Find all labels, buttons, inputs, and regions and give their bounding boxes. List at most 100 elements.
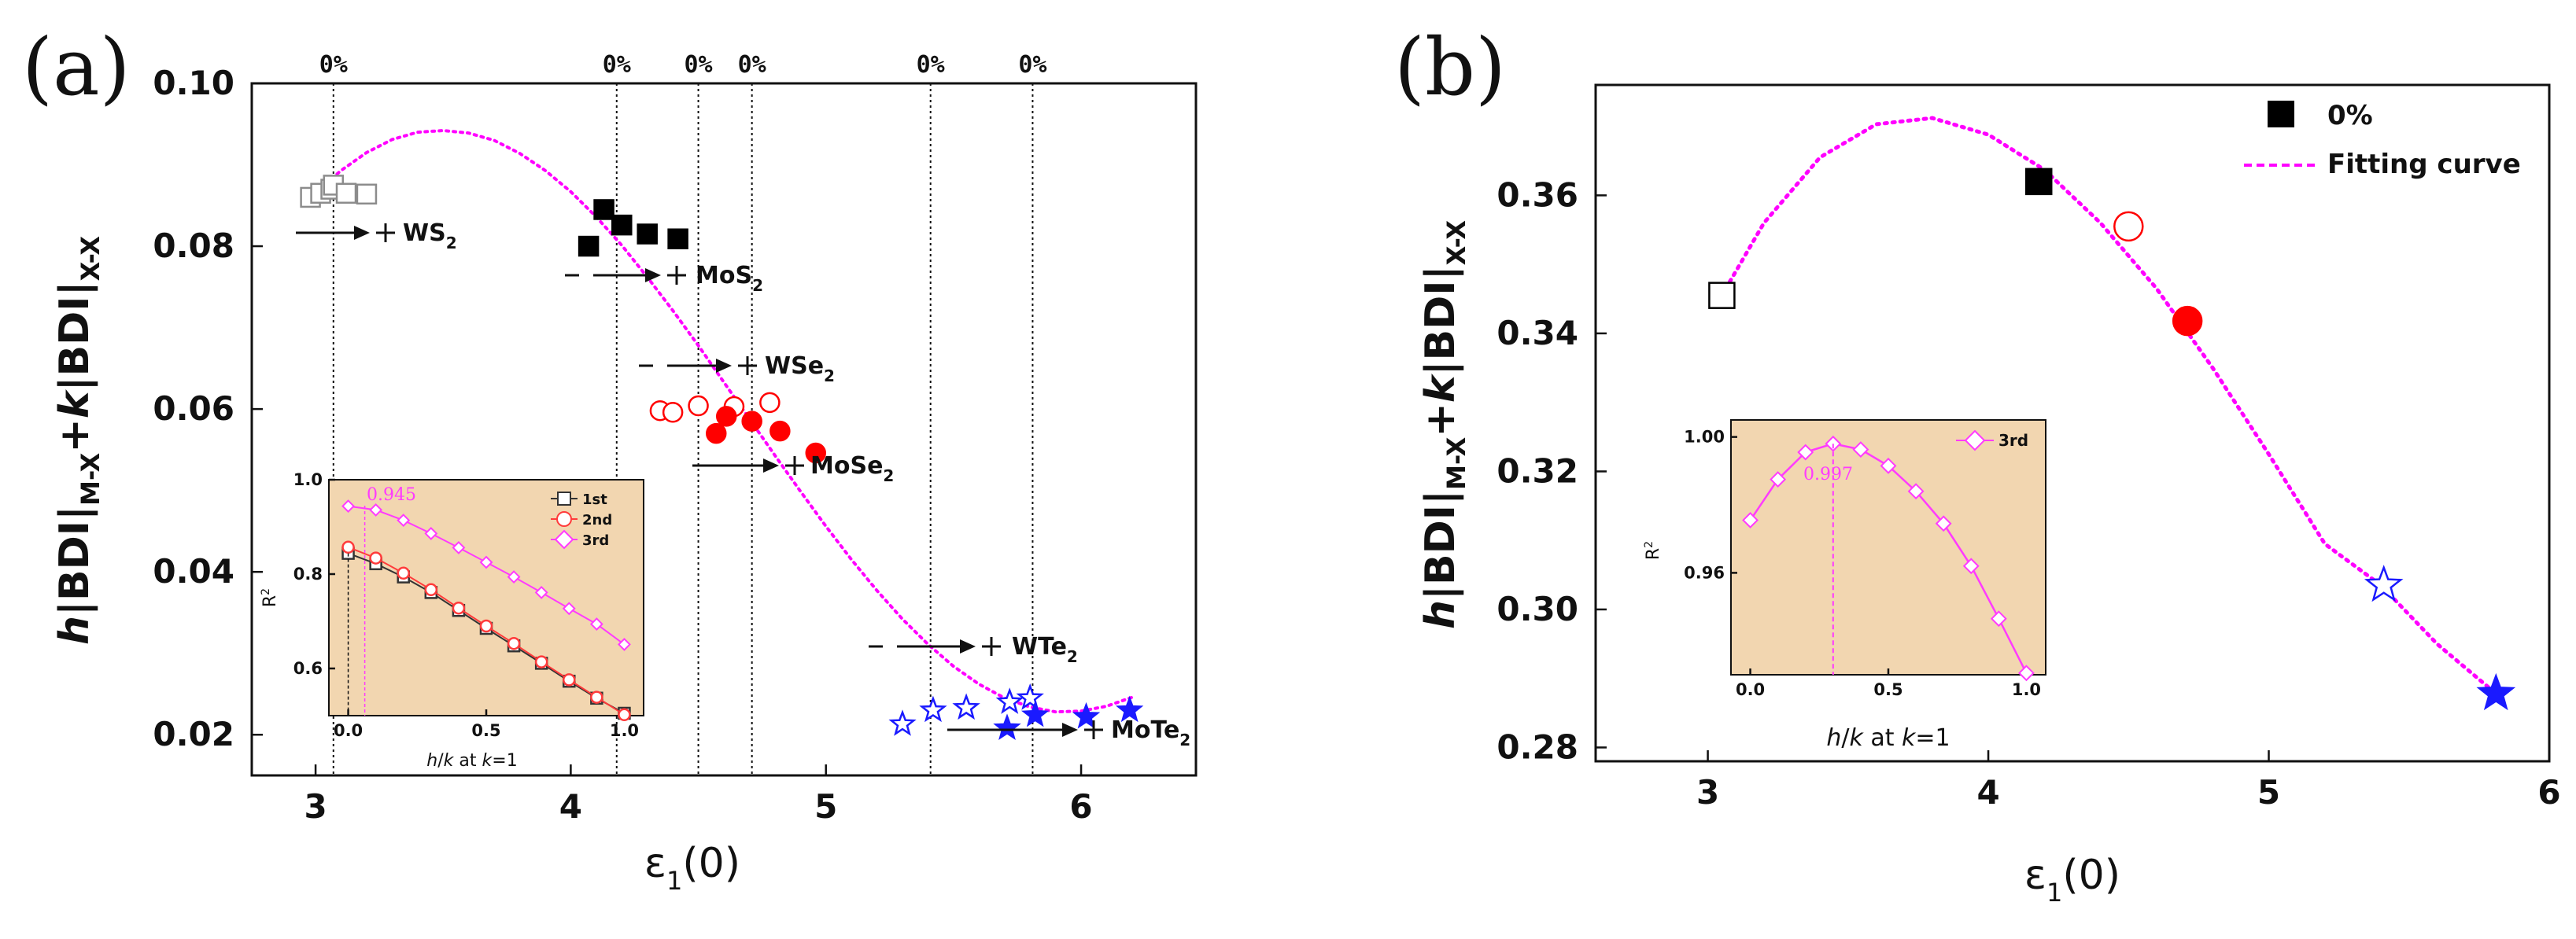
svg-text:MoSe2: MoSe2 <box>810 452 894 485</box>
y-tick-label: 0.04 <box>153 552 234 591</box>
y-tick-label: 0.28 <box>1497 727 1578 766</box>
inset-point <box>1907 483 1925 500</box>
data-point <box>706 422 727 444</box>
panel-a-markers <box>300 175 1144 740</box>
y-tick-label: 0.36 <box>1497 175 1578 214</box>
legend-label-0pct: 0% <box>2327 100 2373 131</box>
panel-b-legend: 0% Fitting curve <box>2244 100 2521 180</box>
inset-point <box>397 566 410 580</box>
inset-b-axes: 0.96 1.00 0.0 0.5 1.0 <box>1684 428 2041 699</box>
data-point <box>688 395 709 417</box>
percent-label: 0% <box>603 51 631 79</box>
inset-point <box>341 540 355 554</box>
inset-b-series <box>1742 435 2035 682</box>
panel-b-markers <box>1708 168 2516 711</box>
data-point <box>1020 700 1050 727</box>
data-point <box>1072 701 1101 729</box>
panel-a-plot-frame <box>250 82 1198 777</box>
x-tick-label: 3 <box>304 787 327 826</box>
svg-text:WTe2: WTe2 <box>1012 633 1078 666</box>
percent-label: 0% <box>319 51 348 79</box>
svg-text:WS2: WS2 <box>403 219 457 252</box>
inset-point <box>1852 441 1869 458</box>
inset-point <box>341 499 355 514</box>
panel-b: (b) 0.28 0.30 0.32 0.34 0.36 3 4 5 6 0% Fitting… <box>1394 21 2561 908</box>
svg-text:MoS2: MoS2 <box>696 262 763 295</box>
inset-point <box>369 503 383 517</box>
inset-point <box>397 514 411 528</box>
inset-b-y-label: R2 <box>1643 541 1663 560</box>
inset-a-legend-2nd: 2nd <box>582 512 612 528</box>
inset-point <box>2018 665 2035 682</box>
panel-a-y-axis: 0.02 0.04 0.06 0.08 0.10 <box>153 64 263 753</box>
data-point <box>805 442 827 464</box>
y-tick-label: 0.02 <box>153 715 234 753</box>
y-tick-label: 0.10 <box>153 64 234 102</box>
inset-a-annotation: 0.945 <box>367 485 416 505</box>
x-tick-label: 4 <box>1976 773 1999 812</box>
y-tick-label: 0.08 <box>153 226 234 265</box>
percent-label: 0% <box>685 51 713 79</box>
x-tick-label: 1.0 <box>2012 680 2041 699</box>
panel-a-x-axis-label: ε1(0) <box>644 840 740 896</box>
y-tick-label: 0.8 <box>293 565 323 584</box>
panel-b-inset: 0.96 1.00 0.0 0.5 1.0 3rd 0.997 R2 h/k at k=… <box>1643 419 2046 752</box>
percent-label: 0% <box>917 51 945 79</box>
inset-a-legend-3rd: 3rd <box>582 532 609 549</box>
inset-point <box>618 708 631 722</box>
data-point <box>2172 305 2203 337</box>
panel-b-x-axis-label: ε1(0) <box>2024 852 2120 908</box>
inset-point <box>1742 512 1759 528</box>
fit-curve-line <box>314 128 1134 714</box>
annotation-mote2: MoTe2 <box>947 716 1190 749</box>
legend-label-fit: Fitting curve <box>2327 149 2521 180</box>
data-point <box>335 182 357 204</box>
data-point <box>2113 211 2144 242</box>
inset-point <box>562 602 576 616</box>
inset-point <box>534 585 548 599</box>
panel-a-annotations: WS2 MoS2 WSe2 <box>296 219 1190 749</box>
inset-point <box>1797 444 1814 461</box>
panel-b-label: (b) <box>1394 21 1506 113</box>
y-tick-label: 0.06 <box>153 389 234 428</box>
x-tick-label: 3 <box>1696 773 1719 812</box>
annotation-mos2: MoS2 <box>565 262 763 295</box>
data-point <box>715 406 737 427</box>
inset-b-x-label: h/k at k=1 <box>1826 724 1950 752</box>
data-point <box>2476 672 2516 711</box>
y-tick-label: 0.34 <box>1497 314 1578 352</box>
annotation-mose2: MoSe2 <box>692 452 894 485</box>
inset-point <box>1770 471 1787 488</box>
x-tick-label: 1.0 <box>610 721 639 740</box>
data-point <box>667 228 688 249</box>
x-tick-label: 0.5 <box>1873 680 1902 699</box>
panel-a-label: (a) <box>22 21 131 113</box>
data-point <box>1016 683 1044 710</box>
inset-a-legend: 1st 2nd 3rd <box>551 492 612 550</box>
inset-point <box>1935 515 1952 532</box>
x-tick-label: 5 <box>2257 773 2280 812</box>
percent-label: 0% <box>1018 51 1046 79</box>
fit-curve-line <box>1719 116 2498 696</box>
svg-text:WSe2: WSe2 <box>765 352 835 385</box>
data-point <box>919 695 947 723</box>
inset-a-series <box>341 499 631 722</box>
inset-a-y-label: R2 <box>260 588 280 607</box>
y-tick-label: 0.30 <box>1497 590 1578 628</box>
annotation-wte2: WTe2 <box>869 633 1078 666</box>
inset-a-plot-area <box>329 480 644 716</box>
inset-point <box>589 617 603 632</box>
inset-point <box>534 655 548 668</box>
inset-point <box>507 636 521 650</box>
panel-b-fit-curve <box>1719 116 2498 696</box>
annotation-wse2: WSe2 <box>639 352 835 385</box>
inset-b-legend: 3rd <box>1956 429 2028 451</box>
inset-a-x-label: h/k at k=1 <box>426 751 517 771</box>
data-point <box>578 235 600 257</box>
data-point <box>993 713 1021 740</box>
inset-point <box>1990 610 2007 628</box>
x-tick-label: 6 <box>1069 787 1092 826</box>
inset-point <box>618 637 631 651</box>
inset-point <box>424 526 438 540</box>
